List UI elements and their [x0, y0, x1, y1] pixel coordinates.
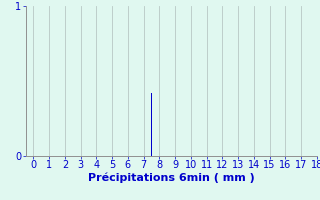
X-axis label: Précipitations 6min ( mm ): Précipitations 6min ( mm ): [88, 173, 255, 183]
Bar: [151, 93, 152, 156]
